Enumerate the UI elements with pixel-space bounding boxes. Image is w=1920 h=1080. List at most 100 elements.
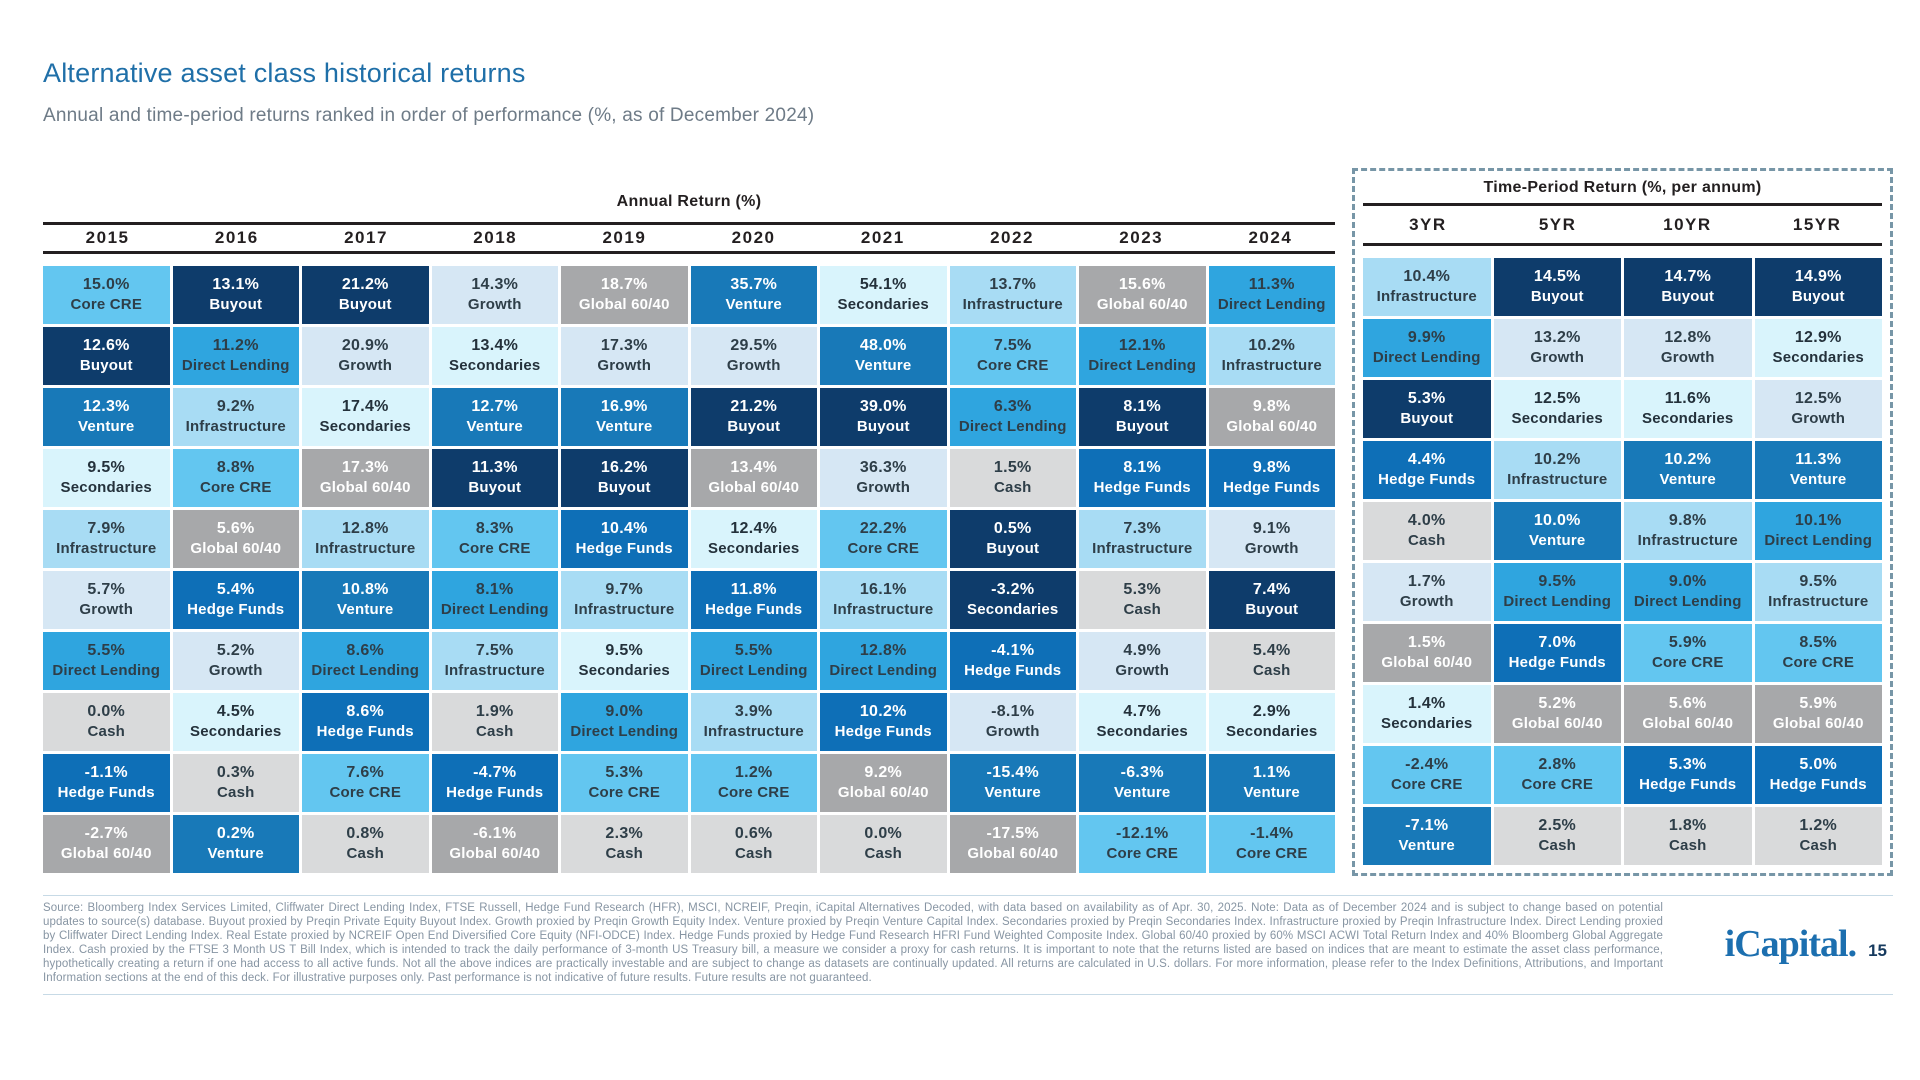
cell-value: 9.9%: [1407, 329, 1446, 346]
return-cell: 9.7% Infrastructure: [561, 571, 688, 629]
cell-asset-label: Global 60/40: [1511, 715, 1603, 732]
return-cell: 15.6% Global 60/40: [1079, 266, 1206, 324]
return-cell: 8.3% Core CRE: [431, 510, 558, 568]
time-period-section: Time-Period Return (%, per annum) 3YR 5YR…: [1352, 168, 1893, 876]
cell-value: 12.5%: [1794, 390, 1842, 407]
cell-value: 11.8%: [730, 581, 777, 598]
return-cell: 12.5% Secondaries: [1493, 380, 1621, 438]
return-cell: 39.0% Buyout: [820, 388, 947, 446]
return-cell: 5.4% Cash: [1208, 632, 1335, 690]
slide-header: Alternative asset class historical retur…: [43, 58, 814, 127]
return-cell: 14.9% Buyout: [1754, 258, 1882, 316]
cell-asset-label: Core CRE: [1782, 654, 1855, 671]
cell-value: 48.0%: [859, 337, 907, 354]
return-cell: 12.7% Venture: [431, 388, 558, 446]
cell-asset-label: Direct Lending: [829, 662, 938, 679]
cell-asset-label: Infrastructure: [962, 296, 1063, 313]
cell-value: 4.0%: [1407, 512, 1446, 529]
cell-value: 22.2%: [859, 520, 907, 537]
return-cell: 17.3% Global 60/40: [302, 449, 429, 507]
cell-asset-label: Secondaries: [319, 418, 411, 435]
cell-value: 9.2%: [864, 764, 903, 781]
icapital-logo: iCapital.: [1724, 922, 1857, 965]
cell-value: 13.7%: [989, 276, 1037, 293]
return-cell: 7.3% Infrastructure: [1079, 510, 1206, 568]
cell-value: 16.9%: [600, 398, 648, 415]
period-label: 10YR: [1663, 214, 1712, 234]
cell-asset-label: Venture: [855, 357, 912, 374]
return-cell: 1.8% Cash: [1624, 807, 1752, 865]
return-cell: 5.2% Global 60/40: [1493, 685, 1621, 743]
return-cell: 5.3% Buyout: [1363, 380, 1491, 438]
annual-caption: Annual Return (%): [616, 193, 762, 210]
return-cell: -12.1% Core CRE: [1079, 815, 1206, 873]
cell-asset-label: Cash: [476, 723, 514, 740]
cell-asset-label: Global 60/40: [708, 479, 800, 496]
cell-value: 4.5%: [216, 703, 255, 720]
return-cell: 1.4% Secondaries: [1363, 685, 1491, 743]
cell-value: 1.2%: [734, 764, 773, 781]
cell-value: 5.5%: [734, 642, 773, 659]
return-cell: 3.9% Infrastructure: [690, 693, 817, 751]
cell-asset-label: Global 60/40: [1642, 715, 1734, 732]
return-cell: 12.1% Direct Lending: [1079, 327, 1206, 385]
return-cell: 8.1% Buyout: [1079, 388, 1206, 446]
cell-value: 12.8%: [341, 520, 389, 537]
return-cell: 2.8% Core CRE: [1493, 746, 1621, 804]
annual-year-header: 2015 2016 2017 2018 2019 2020 2021 2022 2023 2024: [43, 222, 1335, 254]
cell-asset-label: Infrastructure: [1768, 593, 1869, 610]
cell-asset-label: Hedge Funds: [446, 784, 544, 801]
cell-value: -12.1%: [1116, 825, 1169, 842]
cell-value: -4.1%: [991, 642, 1035, 659]
cell-asset-label: Cash: [1669, 837, 1707, 854]
cell-asset-label: Cash: [1253, 662, 1291, 679]
cell-asset-label: Secondaries: [708, 540, 800, 557]
return-cell: 16.2% Buyout: [561, 449, 688, 507]
return-cell: 48.0% Venture: [820, 327, 947, 385]
return-cell: 11.3% Buyout: [431, 449, 558, 507]
return-cell: 8.1% Direct Lending: [431, 571, 558, 629]
return-cell: 9.9% Direct Lending: [1363, 319, 1491, 377]
cell-asset-label: Venture: [207, 845, 264, 862]
cell-asset-label: Direct Lending: [1088, 357, 1197, 374]
cell-asset-label: Venture: [78, 418, 135, 435]
cell-asset-label: Secondaries: [1772, 349, 1864, 366]
cell-asset-label: Venture: [725, 296, 782, 313]
cell-asset-label: Growth: [856, 479, 911, 496]
return-cell: -3.2% Secondaries: [949, 571, 1076, 629]
return-cell: 4.0% Cash: [1363, 502, 1491, 560]
return-cell: 17.3% Growth: [561, 327, 688, 385]
cell-asset-label: Direct Lending: [1633, 593, 1742, 610]
cell-asset-label: Growth: [208, 662, 263, 679]
cell-asset-label: Buyout: [79, 357, 133, 374]
annual-return-section: Annual Return (%) 2015 2016 2017 2018 2019 20…: [43, 168, 1335, 873]
cell-asset-label: Core CRE: [847, 540, 920, 557]
return-cell: 0.0% Cash: [43, 693, 170, 751]
return-cell: 10.1% Direct Lending: [1754, 502, 1882, 560]
cell-asset-label: Core CRE: [1390, 776, 1463, 793]
cell-value: 10.2%: [1664, 451, 1712, 468]
cell-value: 0.5%: [993, 520, 1032, 537]
return-cell: 14.3% Growth: [431, 266, 558, 324]
return-cell: 9.8% Infrastructure: [1624, 502, 1752, 560]
return-cell: 5.2% Growth: [172, 632, 299, 690]
cell-value: 5.6%: [1668, 695, 1707, 712]
return-cell: 1.5% Cash: [949, 449, 1076, 507]
cell-value: 7.5%: [475, 642, 514, 659]
return-cell: 13.4% Global 60/40: [690, 449, 817, 507]
cell-asset-label: Cash: [1799, 837, 1837, 854]
return-cell: 21.2% Buyout: [690, 388, 817, 446]
return-cell: 11.6% Secondaries: [1624, 380, 1752, 438]
cell-value: -17.5%: [986, 825, 1039, 842]
cell-value: 10.0%: [1533, 512, 1581, 529]
cell-value: 9.5%: [1799, 573, 1838, 590]
cell-value: 0.8%: [346, 825, 385, 842]
cell-asset-label: Infrastructure: [315, 540, 416, 557]
cell-value: 9.0%: [1668, 573, 1707, 590]
cell-value: -1.1%: [84, 764, 128, 781]
cell-asset-label: Buyout: [1791, 288, 1845, 305]
cell-asset-label: Infrastructure: [703, 723, 804, 740]
return-cell: 7.4% Buyout: [1208, 571, 1335, 629]
return-cell: 1.9% Cash: [431, 693, 558, 751]
cell-value: 9.1%: [1252, 520, 1291, 537]
